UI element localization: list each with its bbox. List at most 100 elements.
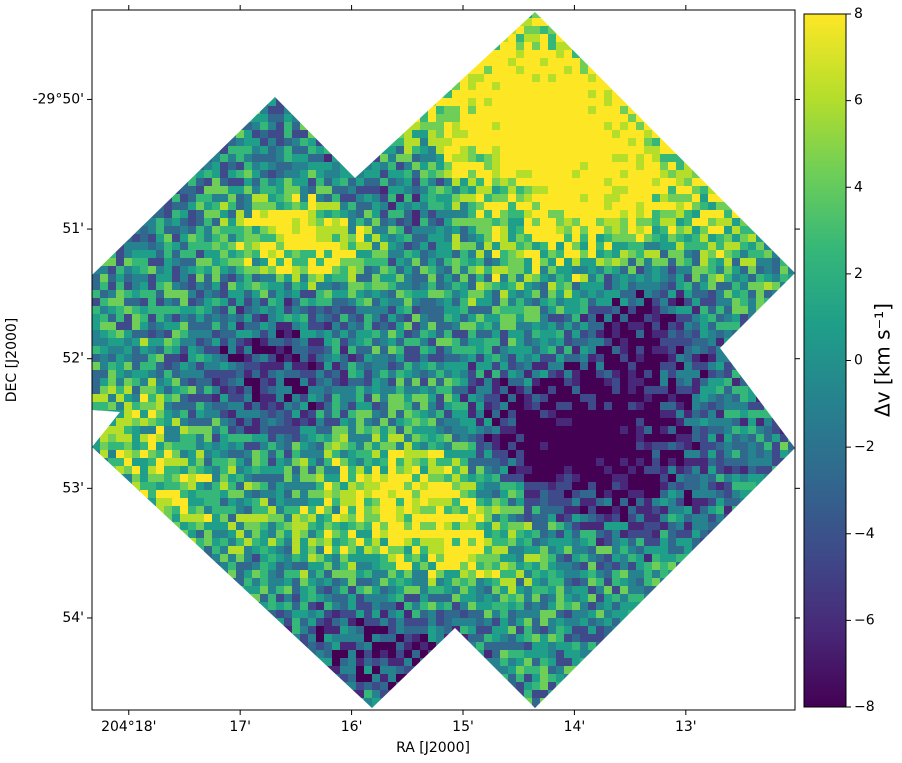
map-cell <box>300 186 308 194</box>
map-cell <box>668 106 676 114</box>
map-cell <box>340 130 348 138</box>
map-cell <box>188 290 196 298</box>
map-cell <box>460 186 468 194</box>
map-cell <box>508 426 516 434</box>
map-cell <box>716 74 724 82</box>
map-cell <box>548 362 556 370</box>
map-cell <box>396 434 404 442</box>
map-cell <box>660 282 668 290</box>
map-cell <box>308 450 316 458</box>
map-cell <box>604 458 612 466</box>
map-cell <box>220 410 228 418</box>
map-cell <box>108 282 116 290</box>
map-cell <box>156 162 164 170</box>
map-cell <box>356 218 364 226</box>
map-cell <box>460 410 468 418</box>
map-cell <box>396 90 404 98</box>
map-cell <box>372 290 380 298</box>
map-cell <box>708 306 716 314</box>
map-cell <box>132 354 140 362</box>
map-cell <box>668 394 676 402</box>
map-cell <box>780 122 788 130</box>
map-cell <box>396 154 404 162</box>
map-cell <box>260 298 268 306</box>
map-cell <box>308 138 316 146</box>
map-cell <box>140 50 148 58</box>
map-cell <box>420 458 428 466</box>
map-cell <box>156 114 164 122</box>
map-cell <box>380 266 388 274</box>
map-cell <box>316 226 324 234</box>
map-cell <box>396 122 404 130</box>
map-cell <box>332 122 340 130</box>
map-cell <box>548 42 556 50</box>
map-cell <box>716 106 724 114</box>
map-cell <box>148 370 156 378</box>
map-cell <box>140 410 148 418</box>
map-cell <box>476 74 484 82</box>
map-cell <box>260 106 268 114</box>
map-cell <box>484 194 492 202</box>
map-cell <box>412 34 420 42</box>
map-cell <box>540 354 548 362</box>
map-cell <box>260 170 268 178</box>
map-cell <box>92 378 100 386</box>
map-cell <box>740 138 748 146</box>
map-cell <box>628 34 636 42</box>
map-cell <box>372 266 380 274</box>
map-cell <box>444 338 452 346</box>
map-cell <box>92 170 100 178</box>
map-cell <box>140 138 148 146</box>
map-cell <box>348 250 356 258</box>
map-cell <box>604 50 612 58</box>
map-cell <box>580 162 588 170</box>
map-cell <box>124 234 132 242</box>
map-cell <box>508 202 516 210</box>
map-cell <box>620 186 628 194</box>
map-cell <box>412 234 420 242</box>
map-cell <box>532 370 540 378</box>
map-cell <box>484 242 492 250</box>
map-cell <box>212 322 220 330</box>
map-cell <box>508 154 516 162</box>
map-cell <box>676 418 684 426</box>
map-cell <box>684 90 692 98</box>
map-cell <box>172 282 180 290</box>
map-cell <box>716 162 724 170</box>
map-cell <box>484 178 492 186</box>
map-cell <box>468 66 476 74</box>
map-cell <box>620 154 628 162</box>
map-cell <box>324 250 332 258</box>
map-cell <box>428 146 436 154</box>
map-cell <box>412 394 420 402</box>
map-cell <box>684 178 692 186</box>
map-cell <box>292 226 300 234</box>
map-cell <box>212 386 220 394</box>
map-cell <box>436 74 444 82</box>
map-cell <box>92 162 100 170</box>
map-cell <box>436 250 444 258</box>
map-cell <box>452 346 460 354</box>
map-cell <box>308 194 316 202</box>
map-cell <box>724 42 732 50</box>
map-cell <box>444 98 452 106</box>
map-cell <box>244 450 252 458</box>
map-cell <box>268 410 276 418</box>
map-cell <box>332 114 340 122</box>
map-cell <box>356 242 364 250</box>
map-cell <box>484 90 492 98</box>
map-cell <box>92 338 100 346</box>
map-cell <box>644 298 652 306</box>
map-cell <box>732 250 740 258</box>
map-cell <box>588 362 596 370</box>
map-cell <box>620 58 628 66</box>
map-cell <box>452 98 460 106</box>
map-cell <box>228 394 236 402</box>
map-cell <box>740 314 748 322</box>
map-cell <box>652 346 660 354</box>
map-cell <box>780 354 788 362</box>
map-cell <box>500 386 508 394</box>
map-cell <box>596 26 604 34</box>
map-cell <box>468 434 476 442</box>
map-cell <box>316 458 324 466</box>
